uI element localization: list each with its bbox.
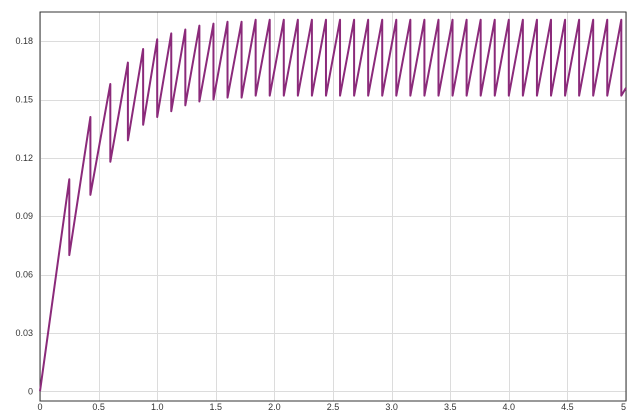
x-tick-label: 5	[621, 402, 626, 412]
x-axis-tick-labels: 0 0.5 1.0 1.5 2.0 2.5 3.0 3.5 4.0 4.5 5	[37, 402, 626, 412]
y-tick-label: 0.15	[15, 95, 33, 105]
series-layer	[39, 18, 627, 392]
y-tick-label: 0.18	[15, 36, 33, 46]
x-tick-label: 1.0	[151, 402, 164, 412]
x-tick-label: 2.5	[327, 402, 340, 412]
y-tick-label: 0.06	[15, 270, 33, 280]
x-tick-label: 4.5	[561, 402, 574, 412]
x-tick-label: 1.5	[210, 402, 223, 412]
y-tick-label: 0.12	[15, 153, 33, 163]
x-tick-label: 2.0	[268, 402, 281, 412]
x-tick-label: 4.0	[503, 402, 516, 412]
y-axis-tick-labels: 0 0.03 0.06 0.09 0.12 0.15 0.18	[15, 36, 33, 396]
plot-frame	[39, 11, 627, 402]
y-tick-label: 0	[28, 386, 33, 396]
x-tick-label: 3.0	[385, 402, 398, 412]
x-tick-label: 0	[37, 402, 42, 412]
x-tick-label: 0.5	[92, 402, 105, 412]
x-tick-label: 3.5	[444, 402, 457, 412]
y-tick-label: 0.09	[15, 211, 33, 221]
series-line	[39, 18, 627, 392]
y-tick-label: 0.03	[15, 328, 33, 338]
